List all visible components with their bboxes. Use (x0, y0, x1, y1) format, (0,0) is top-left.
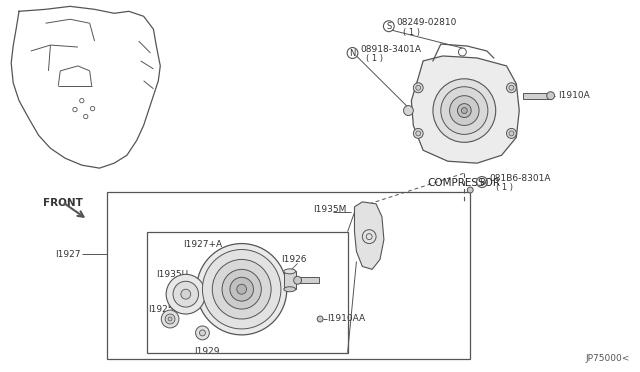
Circle shape (458, 104, 471, 118)
Bar (523, 93, 550, 99)
Circle shape (200, 330, 205, 336)
Circle shape (467, 187, 473, 193)
Circle shape (547, 92, 555, 100)
Bar (108, 192, 470, 359)
Circle shape (230, 277, 253, 301)
Text: JP75000<: JP75000< (585, 354, 629, 363)
Circle shape (317, 316, 323, 322)
Circle shape (237, 284, 246, 294)
Text: N: N (349, 48, 356, 58)
Circle shape (222, 269, 261, 309)
Circle shape (168, 317, 172, 321)
Circle shape (441, 87, 488, 134)
Text: S: S (386, 22, 392, 31)
Circle shape (461, 108, 467, 113)
Text: I1929: I1929 (195, 347, 220, 356)
Text: B: B (479, 177, 485, 186)
Text: ( 1 ): ( 1 ) (403, 28, 420, 37)
Text: I1935M: I1935M (314, 205, 347, 214)
Text: I1935U: I1935U (156, 270, 189, 279)
Circle shape (196, 244, 287, 335)
Text: I1926: I1926 (281, 255, 307, 264)
Ellipse shape (284, 269, 296, 274)
Circle shape (506, 128, 516, 138)
Circle shape (173, 281, 198, 307)
Text: COMPRESSOR: COMPRESSOR (428, 178, 501, 188)
Circle shape (404, 106, 413, 116)
Bar (284, 271, 296, 289)
Circle shape (506, 83, 516, 93)
Circle shape (509, 85, 514, 90)
Bar (298, 277, 319, 283)
Circle shape (181, 289, 191, 299)
Circle shape (202, 250, 281, 329)
Circle shape (413, 83, 423, 93)
Circle shape (413, 128, 423, 138)
Circle shape (294, 276, 301, 284)
Circle shape (161, 310, 179, 328)
Circle shape (166, 274, 205, 314)
Text: I1927: I1927 (55, 250, 81, 259)
Circle shape (509, 131, 514, 136)
Text: I1910A: I1910A (559, 91, 590, 100)
Text: I1925M: I1925M (148, 305, 182, 314)
Text: 08249-02810: 08249-02810 (397, 18, 457, 27)
Text: I1910AA: I1910AA (327, 314, 365, 324)
Polygon shape (355, 202, 384, 269)
Circle shape (416, 131, 420, 136)
Text: ( 1 ): ( 1 ) (366, 54, 383, 64)
Text: I1932: I1932 (244, 302, 270, 312)
Circle shape (450, 96, 479, 125)
Circle shape (433, 79, 496, 142)
Text: I1927+A: I1927+A (183, 240, 222, 248)
Circle shape (196, 326, 209, 340)
Circle shape (416, 85, 420, 90)
Circle shape (212, 259, 271, 319)
Circle shape (165, 314, 175, 324)
Text: 081B6-8301A: 081B6-8301A (490, 174, 551, 183)
Text: ( 1 ): ( 1 ) (496, 183, 513, 192)
Polygon shape (412, 56, 519, 163)
Text: 08918-3401A: 08918-3401A (360, 45, 421, 54)
Ellipse shape (284, 287, 296, 292)
Text: FRONT: FRONT (43, 198, 83, 208)
Bar (147, 232, 348, 353)
